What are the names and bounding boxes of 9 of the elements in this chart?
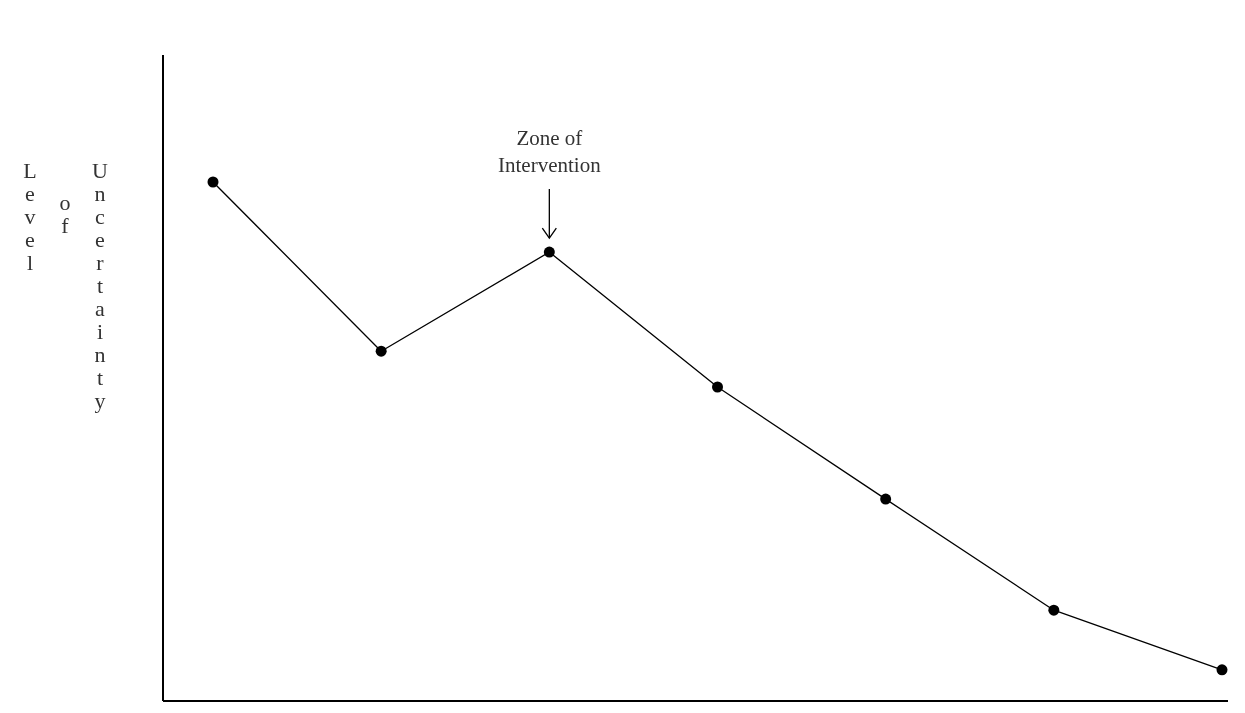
point: [712, 381, 723, 393]
point: [543, 246, 555, 258]
point: [880, 493, 892, 505]
text: Level of Uncertainty: [23, 158, 108, 413]
point: [207, 176, 219, 188]
point: [1048, 604, 1060, 616]
point: [375, 345, 387, 357]
point: [1216, 664, 1228, 676]
text: Zone of Intervention: [498, 126, 602, 178]
